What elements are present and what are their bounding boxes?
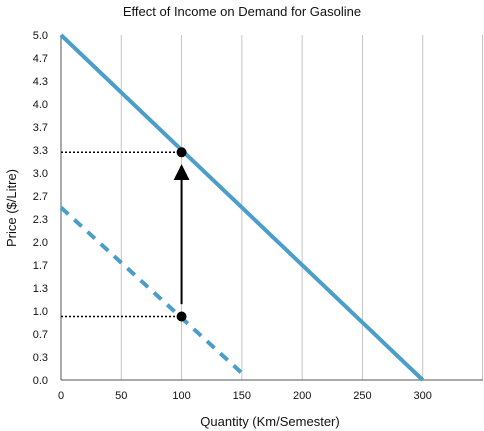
x-tick-label-50: 50 [115, 390, 127, 402]
y-tick-label-6: 2.0 [33, 237, 48, 249]
axes [60, 35, 483, 381]
point-marker-0 [176, 147, 187, 158]
y-tick-label-3: 1.0 [33, 306, 48, 318]
y-tick-label-10: 3.3 [33, 145, 48, 157]
y-tick-label-7: 2.3 [33, 214, 48, 226]
x-tick-label-300: 300 [414, 390, 432, 402]
x-tick-label-250: 250 [353, 390, 371, 402]
point-marker-1 [176, 311, 187, 322]
x-axis-label: Quantity (Km/Semester) [200, 414, 339, 429]
x-tick-label-150: 150 [233, 390, 251, 402]
y-tick-label-0: 0.0 [33, 375, 48, 387]
y-tick-label-4: 1.3 [33, 283, 48, 295]
point-markers [176, 147, 187, 322]
y-tick-label-13: 4.3 [33, 76, 48, 88]
y-tick-label-8: 2.7 [33, 191, 48, 203]
demand-line-solid [59, 33, 425, 382]
grid-lines [120, 35, 483, 380]
y-tick-label-14: 4.7 [33, 53, 48, 65]
x-tick-label-200: 200 [293, 390, 311, 402]
chart-title: Effect of Income on Demand for Gasoline [122, 4, 362, 19]
y-axis-label: Price ($/Litre) [4, 169, 19, 247]
demand-line-dashed [59, 206, 244, 375]
guide-lines [61, 151, 182, 318]
tick-labels: 0 50 100 150 200 250 300 0.0 0.3 0.7 1.0 1.3 1.7 2.0 2… [33, 30, 432, 402]
x-tick-label-100: 100 [172, 390, 190, 402]
x-tick-label-0: 0 [58, 390, 64, 402]
y-tick-label-15: 5.0 [33, 30, 48, 42]
y-tick-label-12: 4.0 [33, 99, 48, 111]
y-tick-label-11: 3.7 [33, 122, 48, 134]
series-lines [59, 33, 425, 382]
y-tick-label-5: 1.7 [33, 260, 48, 272]
y-tick-label-2: 0.7 [33, 329, 48, 341]
y-tick-label-9: 3.0 [33, 168, 48, 180]
y-tick-label-1: 0.3 [33, 352, 48, 364]
